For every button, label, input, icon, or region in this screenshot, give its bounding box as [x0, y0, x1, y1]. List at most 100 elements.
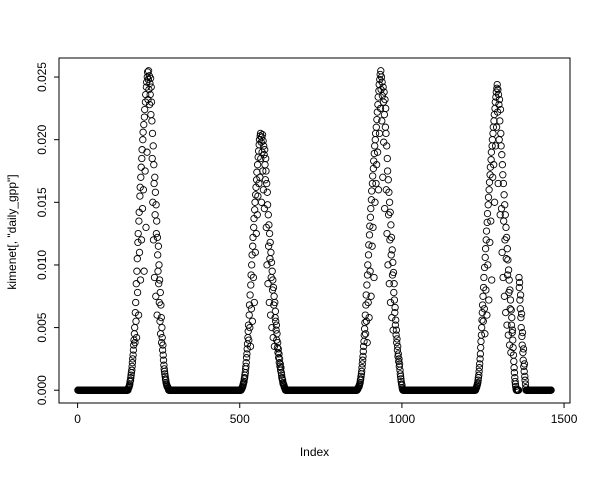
data-point	[263, 179, 271, 188]
data-point	[495, 95, 504, 104]
data-point	[520, 360, 529, 368]
data-point	[382, 104, 390, 113]
data-point	[271, 307, 280, 315]
data-point	[266, 238, 274, 247]
data-point	[147, 83, 155, 91]
data-point	[488, 276, 496, 284]
data-point	[478, 316, 486, 324]
data-point	[261, 161, 269, 169]
data-point	[386, 298, 395, 307]
data-point	[376, 104, 385, 113]
data-point	[128, 366, 136, 374]
data-point	[477, 337, 485, 346]
data-point	[398, 385, 407, 393]
data-point	[519, 345, 528, 353]
data-point	[364, 298, 372, 307]
data-point	[141, 167, 149, 175]
data-point	[393, 335, 401, 343]
data-point	[371, 136, 379, 144]
y-tick-label: 0.010	[35, 250, 49, 280]
data-point	[484, 201, 492, 209]
data-point	[477, 343, 485, 352]
data-point	[493, 80, 501, 89]
data-point	[383, 142, 391, 150]
data-point	[269, 276, 277, 284]
data-point	[502, 233, 511, 242]
data-point	[141, 105, 149, 114]
data-point	[271, 298, 279, 307]
data-point	[398, 381, 406, 389]
data-point	[274, 345, 282, 353]
data-point	[494, 90, 503, 99]
data-point	[392, 316, 400, 324]
data-point	[134, 311, 143, 319]
data-point	[152, 292, 160, 300]
data-point	[147, 98, 156, 106]
data-point	[514, 386, 523, 394]
data-point	[154, 251, 162, 259]
data-point	[518, 328, 527, 337]
data-point	[508, 313, 516, 322]
data-point	[262, 154, 270, 163]
data-point	[263, 188, 271, 196]
data-point	[158, 346, 167, 354]
data-point	[478, 301, 487, 309]
data-point	[385, 280, 393, 288]
data-point	[369, 172, 377, 180]
data-point	[395, 355, 403, 363]
data-point	[257, 198, 266, 206]
data-point	[129, 351, 137, 359]
data-point	[520, 367, 528, 376]
data-point	[475, 364, 484, 372]
data-point	[486, 171, 494, 179]
data-point	[265, 229, 274, 238]
data-point	[490, 161, 498, 169]
data-point	[500, 191, 508, 199]
data-point	[395, 362, 403, 371]
data-point	[159, 356, 168, 364]
data-point	[372, 179, 380, 188]
data-point	[377, 67, 385, 75]
data-point	[153, 217, 161, 225]
data-point	[374, 93, 382, 101]
data-point	[140, 120, 148, 129]
data-point	[249, 242, 257, 250]
data-point	[385, 198, 394, 206]
data-point	[262, 223, 270, 232]
data-point	[373, 115, 381, 124]
data-point	[521, 372, 529, 381]
data-point	[158, 333, 166, 342]
data-point	[495, 100, 503, 109]
data-point	[127, 371, 135, 379]
data-point	[389, 268, 398, 277]
data-point	[381, 123, 390, 131]
data-point	[489, 129, 497, 138]
data-point	[133, 255, 141, 263]
data-point	[384, 176, 392, 184]
data-point	[394, 342, 402, 351]
data-point	[164, 385, 173, 393]
data-point	[264, 211, 272, 219]
x-tick-label: 500	[230, 412, 250, 426]
data-point	[273, 330, 281, 338]
data-point	[261, 146, 269, 154]
data-point	[511, 377, 519, 386]
data-point	[158, 323, 166, 332]
data-point	[496, 105, 505, 114]
data-point	[370, 273, 378, 282]
data-point	[504, 266, 513, 274]
data-point	[481, 245, 490, 253]
data-point	[517, 313, 525, 322]
data-point	[392, 331, 400, 339]
data-point	[277, 371, 286, 379]
data-point	[508, 326, 517, 334]
data-point	[159, 351, 167, 359]
data-point	[155, 280, 163, 288]
data-point	[382, 186, 390, 194]
data-point	[152, 229, 161, 238]
data-point	[379, 83, 387, 91]
data-point	[242, 354, 251, 362]
x-tick-label: 0	[74, 412, 81, 426]
data-point	[502, 255, 510, 263]
data-point	[147, 110, 155, 119]
